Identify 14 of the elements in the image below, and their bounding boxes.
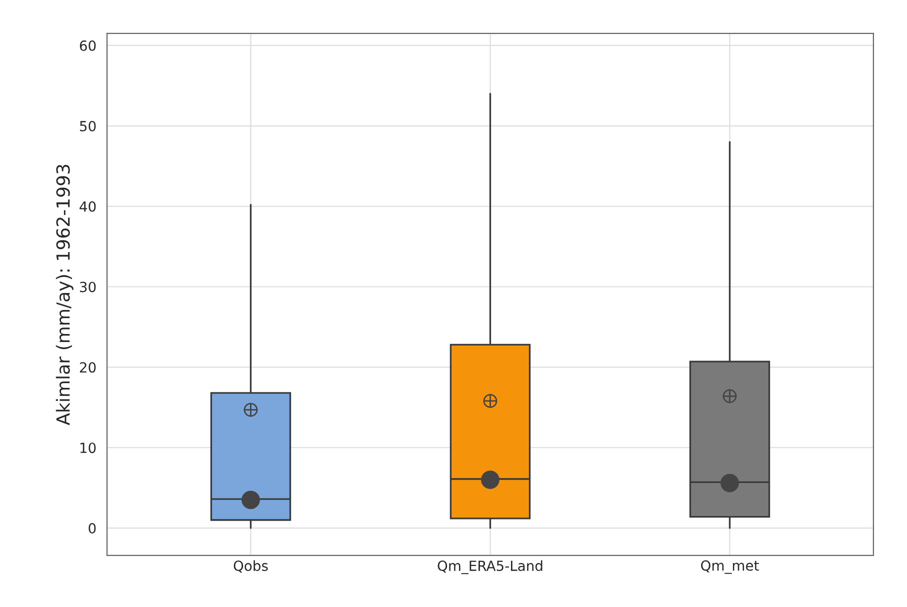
x-tick-label: Qm_ERA5-Land <box>438 560 542 574</box>
y-tick-label: 10 <box>80 442 96 454</box>
x-tick-label: Qobs <box>234 560 268 573</box>
y-tick-label: 40 <box>80 201 96 212</box>
x-tick-label: Qm_met <box>701 560 759 574</box>
y-tick-label: 0 <box>88 523 96 534</box>
y-tick-label: 30 <box>80 282 96 292</box>
y-tick-label: 50 <box>80 120 96 132</box>
point <box>720 474 739 492</box>
y-axis-title: Akimlar (mm/ay): 1962-1993 <box>56 164 74 426</box>
y-tick-label: 20 <box>80 362 96 373</box>
point <box>242 490 260 510</box>
y-tick-label: 60 <box>80 40 96 51</box>
point <box>481 470 500 489</box>
